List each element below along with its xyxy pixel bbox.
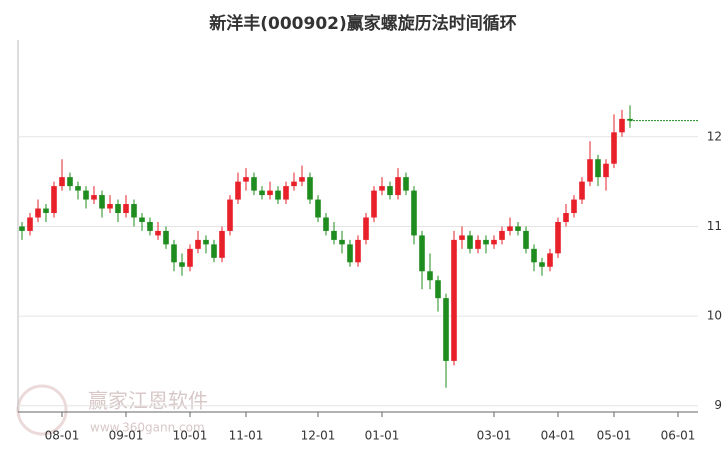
x-tick-label: 06-01	[661, 429, 696, 443]
candle-body	[323, 217, 329, 231]
candle-body	[67, 177, 73, 187]
candle-body	[395, 177, 401, 196]
candle-body	[91, 195, 97, 200]
candle-body	[283, 186, 289, 200]
candle-body	[403, 177, 409, 191]
candle-body	[547, 253, 553, 267]
candle-body	[315, 199, 321, 218]
candle-body	[627, 118, 633, 121]
candle-body	[251, 177, 257, 191]
candle-body	[203, 239, 209, 245]
candle-body	[115, 204, 121, 214]
candle-body	[379, 186, 385, 191]
candle-body	[267, 190, 273, 196]
x-tick-label: 12-01	[301, 429, 336, 443]
candle-body	[131, 204, 137, 218]
candle-body	[499, 230, 505, 240]
candle-body	[611, 132, 617, 164]
candle-body	[59, 177, 65, 187]
candle-body	[539, 262, 545, 267]
candle-body	[483, 239, 489, 245]
x-tick-label: 08-01	[45, 429, 80, 443]
candle-body	[563, 213, 569, 222]
watermark-url: www.360gann.com	[90, 421, 205, 435]
candle-body	[27, 217, 33, 231]
candle-body	[347, 244, 353, 263]
candle-body	[19, 226, 25, 231]
x-tick-label: 04-01	[541, 429, 576, 443]
candle-body	[459, 235, 465, 240]
candle-body	[291, 181, 297, 187]
watermark-logo	[16, 384, 68, 436]
candle-body	[443, 298, 449, 361]
chart-title: 新洋丰(000902)赢家螺旋历法时间循环	[209, 13, 517, 34]
candle-body	[123, 204, 129, 214]
candle-body	[355, 239, 361, 263]
candle-body	[435, 280, 441, 299]
candle-body	[219, 230, 225, 258]
candle-body	[51, 186, 57, 214]
candle-body	[83, 190, 89, 200]
candle-body	[259, 190, 265, 196]
candle-body	[155, 230, 161, 236]
candle-body	[523, 230, 529, 249]
candle-body	[475, 239, 481, 249]
candle-body	[619, 118, 625, 133]
candle-body	[43, 208, 49, 214]
x-tick-label: 03-01	[477, 429, 512, 443]
candle-body	[147, 221, 153, 231]
candle-body	[275, 190, 281, 200]
candle-body	[331, 230, 337, 240]
candle-body	[411, 190, 417, 236]
candle-body	[595, 159, 601, 178]
candle-body	[299, 177, 305, 182]
x-tick-label: 01-01	[365, 429, 400, 443]
candle-body	[163, 230, 169, 245]
candle-body	[307, 177, 313, 200]
candle-body	[139, 217, 145, 222]
candle-body	[491, 239, 497, 245]
candle-body	[603, 163, 609, 178]
candle-body	[339, 239, 345, 245]
candle-body	[531, 248, 537, 263]
candle-body	[451, 239, 457, 361]
x-tick-label: 11-01	[229, 429, 264, 443]
candle-body	[467, 235, 473, 249]
candle-body	[99, 195, 105, 209]
candle-body	[587, 159, 593, 182]
x-tick-label: 05-01	[597, 429, 632, 443]
candle-body	[171, 244, 177, 263]
candle-body	[187, 248, 193, 267]
y-tick-label: 9	[714, 398, 722, 412]
candle-body	[35, 208, 41, 218]
candle-body	[579, 181, 585, 200]
candle-body	[75, 186, 81, 191]
candle-body	[387, 186, 393, 196]
candle-body	[211, 244, 217, 258]
x-tick-label: 10-01	[173, 429, 208, 443]
candle-body	[515, 226, 521, 231]
candle-body	[507, 226, 513, 231]
y-tick-label: 12	[707, 129, 722, 143]
candle-body	[243, 177, 249, 182]
candle-body	[571, 199, 577, 214]
x-tick-label: 09-01	[109, 429, 144, 443]
candle-body	[363, 217, 369, 240]
candle-body	[419, 235, 425, 272]
candle-body	[107, 204, 113, 209]
watermark-text: 赢家江恩软件	[88, 389, 208, 413]
candle-body	[179, 262, 185, 267]
y-tick-label: 10	[707, 309, 722, 323]
candle-body	[371, 190, 377, 218]
y-tick-label: 11	[707, 219, 722, 233]
candle-body	[555, 221, 561, 254]
candle-body	[195, 239, 201, 249]
candle-body	[427, 271, 433, 281]
candle-body	[227, 199, 233, 231]
candle-body	[235, 181, 241, 200]
